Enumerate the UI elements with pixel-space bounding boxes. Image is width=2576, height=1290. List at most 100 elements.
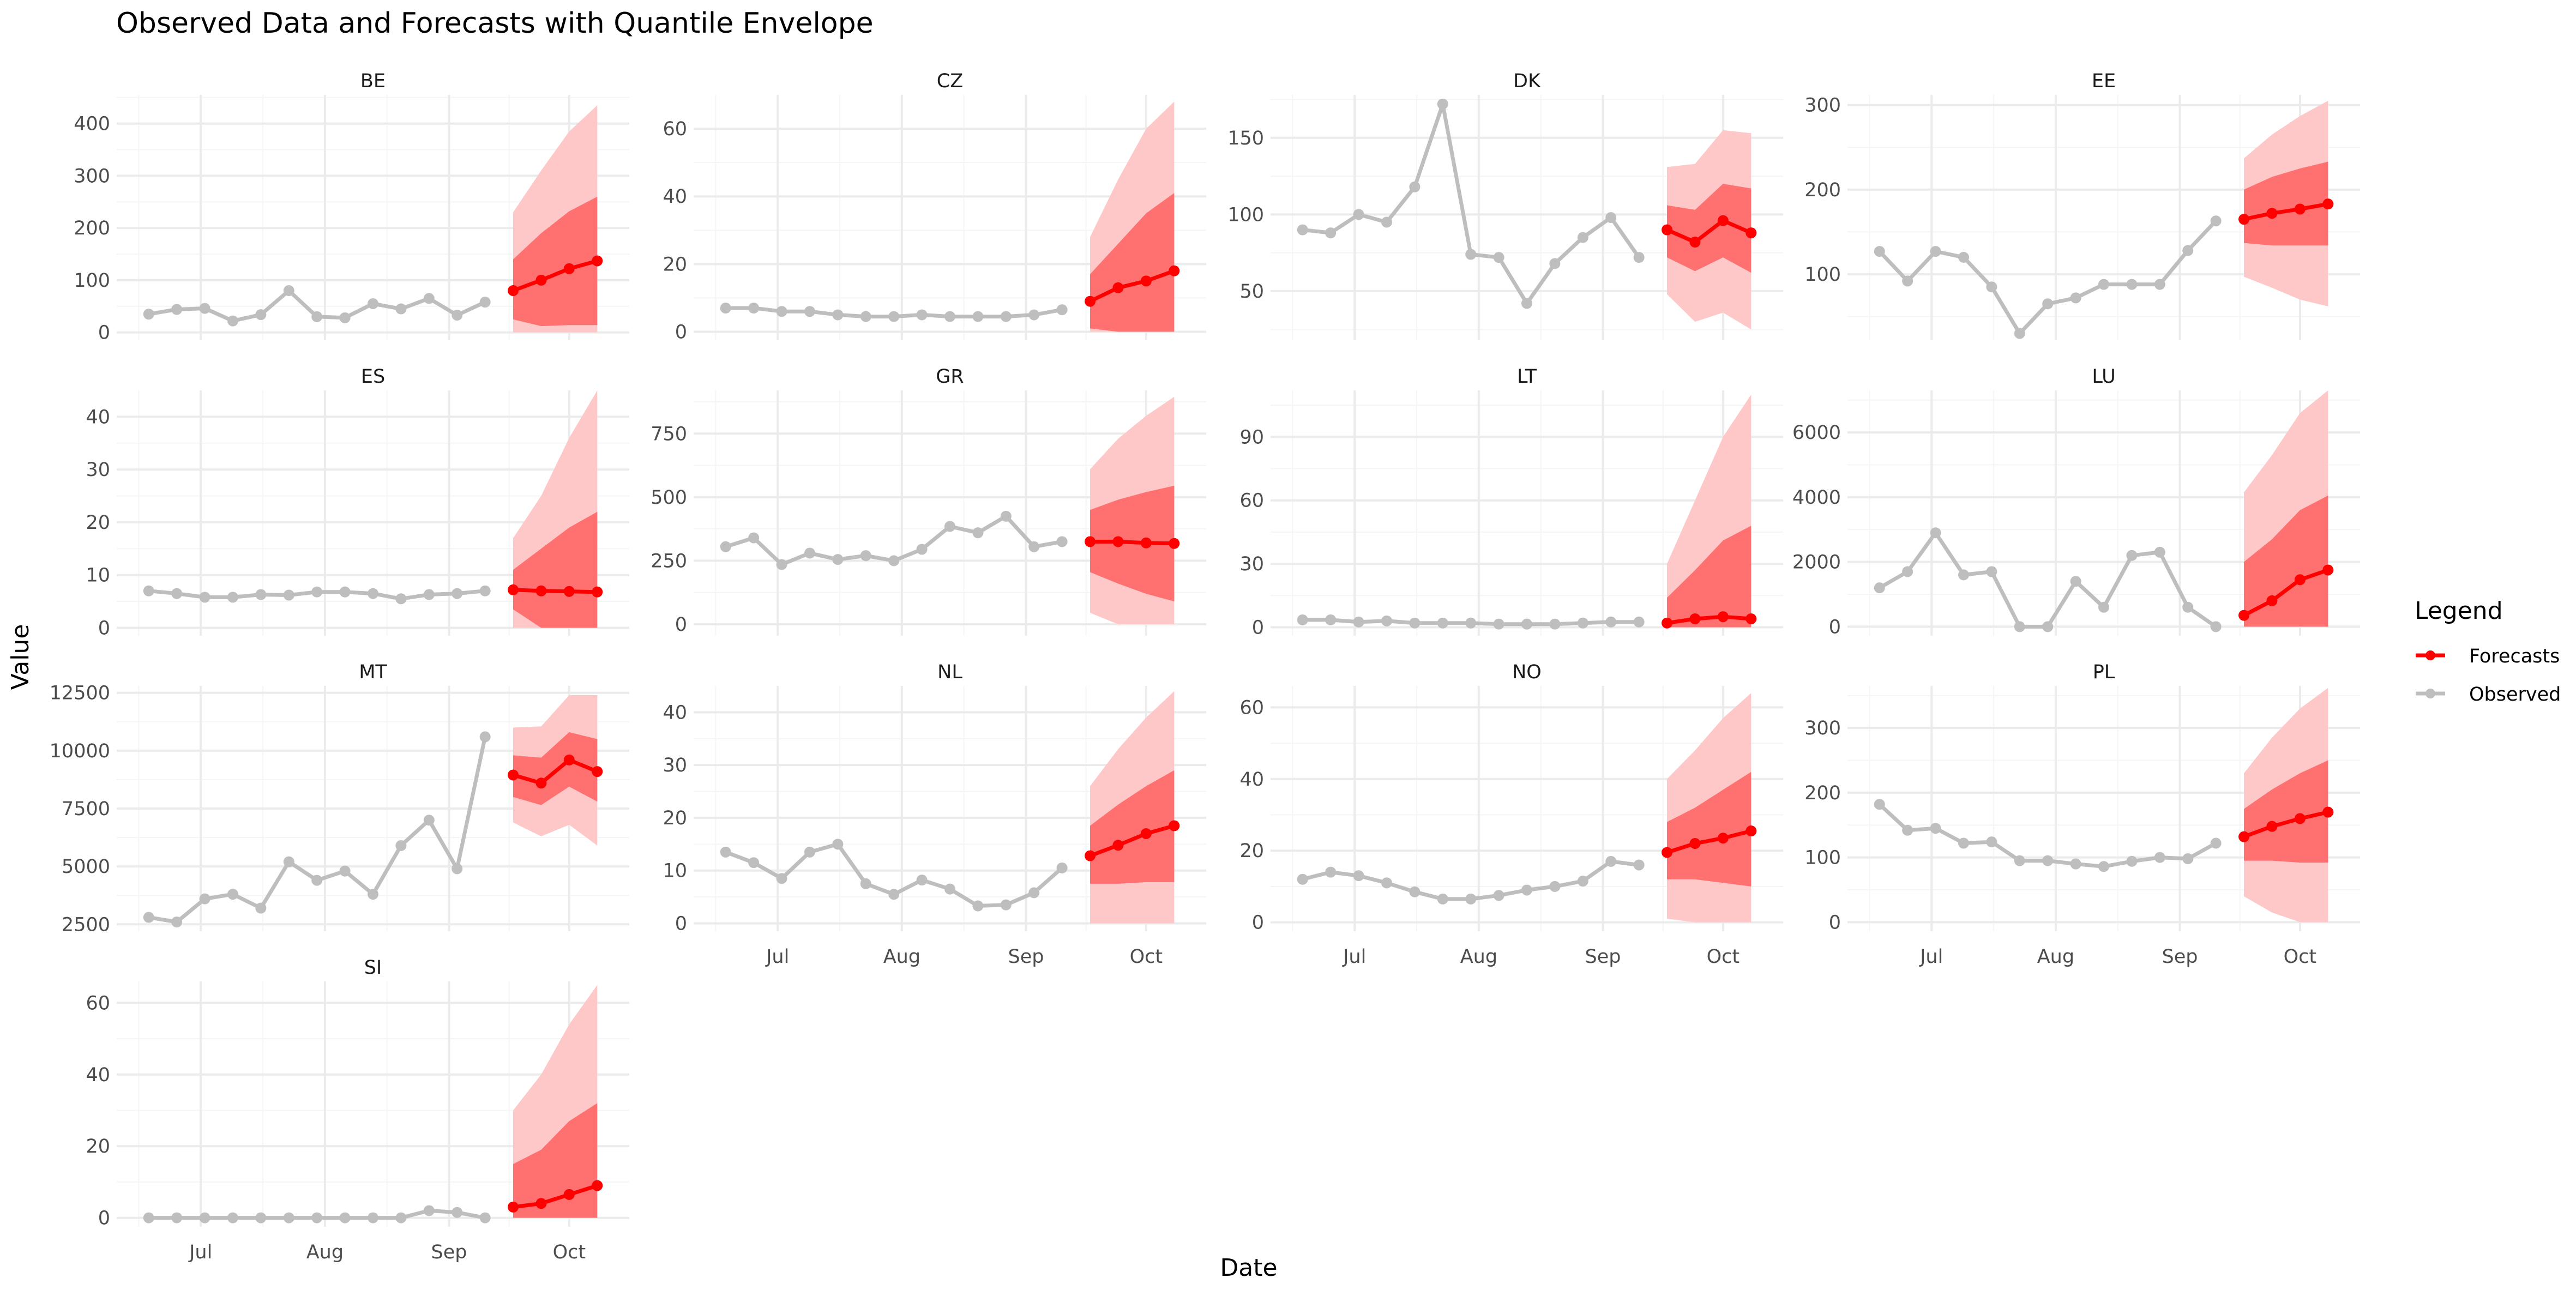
observed-point-gr (1000, 510, 1012, 522)
observed-point-gr (1028, 541, 1040, 552)
forecast-point-pl (2266, 821, 2278, 832)
inner-quantile-band-ee (2244, 161, 2328, 246)
observed-point-cz (944, 311, 955, 322)
observed-point-nl (1028, 887, 1040, 899)
forecast-point-ee (2238, 214, 2250, 225)
observed-point-dk (1325, 227, 1337, 239)
forecast-point-gr (1085, 536, 1096, 547)
observed-line-lu (1879, 531, 2217, 629)
observed-point-no (1521, 884, 1532, 896)
y-tick-label-be: 100 (74, 270, 110, 292)
observed-point-gr (720, 541, 731, 552)
x-tick-label-no: Jul (1342, 946, 1366, 968)
forecast-point-nl (1085, 850, 1096, 861)
forecast-point-si (563, 1189, 575, 1200)
legend-key-observed-point (2425, 689, 2435, 698)
observed-point-lt (1381, 615, 1392, 626)
observed-point-nl (888, 889, 900, 900)
observed-point-be (368, 298, 378, 309)
panel-title-si: SI (364, 957, 382, 979)
observed-point-nl (1056, 862, 1068, 873)
observed-point-mt (423, 815, 435, 826)
inner-quantile-band-es (513, 511, 598, 628)
observed-point-nl (832, 839, 844, 850)
forecast-point-no (1717, 833, 1729, 844)
forecast-point-lu (2322, 564, 2334, 576)
forecast-point-ee (2266, 208, 2278, 219)
y-tick-label-es: 20 (86, 512, 110, 534)
observed-point-ee (2042, 298, 2054, 310)
observed-point-si (283, 1212, 294, 1223)
observed-point-nl (944, 883, 955, 895)
y-tick-label-gr: 250 (651, 550, 687, 572)
panel-dk: DK 50 100 150 (1227, 70, 1783, 340)
forecast-point-dk (1717, 215, 1729, 226)
y-tick-label-mt: 5000 (62, 856, 110, 878)
observed-point-be (255, 309, 267, 321)
forecast-point-lt (1717, 611, 1729, 623)
observed-point-dk (1549, 258, 1561, 269)
panel-title-nl: NL (937, 661, 962, 683)
forecast-point-lt (1689, 613, 1701, 624)
y-tick-label-lu: 0 (1829, 616, 1841, 638)
x-tick-label-nl: Jul (765, 946, 789, 968)
observed-point-gr (1056, 536, 1068, 547)
observed-point-be (199, 303, 210, 314)
observed-point-be (227, 315, 238, 327)
observed-point-nl (804, 846, 815, 858)
y-tick-label-es: 10 (86, 565, 110, 587)
observed-point-no (1549, 881, 1561, 892)
observed-point-no (1325, 866, 1337, 878)
observed-point-ee (2154, 279, 2165, 290)
panel-title-no: NO (1512, 661, 1542, 683)
observed-point-si (171, 1212, 183, 1223)
y-axis-title: Value (7, 624, 34, 690)
observed-point-be (423, 293, 435, 304)
observed-point-cz (972, 311, 984, 322)
panel-gr: GR 0 250 500 750 (651, 366, 1206, 636)
x-tick-label-nl: Sep (1008, 946, 1044, 968)
inner-quantile-band-lu (2244, 495, 2328, 627)
x-tick-label-no: Oct (1707, 946, 1740, 968)
forecast-point-si (508, 1201, 519, 1213)
observed-point-be (395, 303, 407, 315)
observed-point-lu (1986, 566, 1997, 577)
forecast-point-es (592, 586, 603, 598)
observed-point-es (255, 589, 267, 600)
inner-quantile-band-no (1667, 771, 1752, 887)
observed-point-si (255, 1212, 267, 1223)
y-tick-label-lt: 60 (1239, 490, 1264, 512)
x-axis-title: Date (1220, 1254, 1277, 1282)
y-tick-label-mt: 2500 (62, 914, 110, 936)
observed-point-es (199, 592, 210, 603)
y-tick-label-cz: 20 (663, 254, 687, 275)
observed-point-pl (2154, 852, 2165, 863)
observed-point-dk (1465, 249, 1477, 260)
panel-lu: LU 0 2000 4000 6000 (1792, 366, 2360, 638)
forecast-line-no (1666, 829, 1752, 854)
forecast-point-pl (2294, 813, 2306, 824)
y-tick-label-ee: 200 (1804, 179, 1841, 201)
x-tick-label-pl: Oct (2284, 946, 2317, 968)
x-tick-label-no: Sep (1585, 946, 1621, 968)
panel-ee: EE 100 200 300 (1804, 70, 2360, 340)
observed-point-es (395, 593, 407, 605)
observed-point-pl (1930, 823, 1941, 834)
observed-point-cz (776, 306, 787, 317)
y-tick-label-nl: 20 (663, 807, 687, 829)
y-tick-label-no: 0 (1252, 912, 1264, 934)
observed-point-lu (2098, 601, 2109, 613)
forecast-point-be (592, 255, 603, 267)
observed-point-dk (1605, 212, 1617, 223)
forecast-point-mt (592, 766, 603, 777)
observed-point-pl (2070, 858, 2081, 870)
observed-point-lu (1930, 527, 1941, 539)
forecast-point-lt (1662, 617, 1673, 629)
observed-point-pl (2042, 855, 2054, 866)
y-tick-label-be: 300 (74, 165, 110, 187)
observed-point-ee (2098, 279, 2109, 290)
observed-point-pl (2210, 837, 2222, 849)
observed-point-lt (1633, 616, 1645, 628)
observed-point-es (339, 586, 351, 598)
